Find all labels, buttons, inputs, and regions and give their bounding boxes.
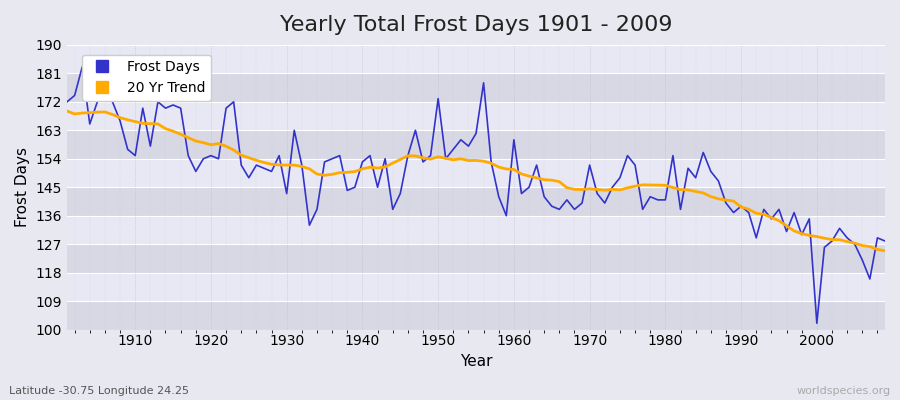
Text: worldspecies.org: worldspecies.org	[796, 386, 891, 396]
Bar	[67, 73, 885, 102]
Legend: Frost Days, 20 Yr Trend: Frost Days, 20 Yr Trend	[82, 55, 211, 101]
Y-axis label: Frost Days: Frost Days	[15, 147, 30, 227]
Bar	[67, 187, 885, 216]
Bar	[67, 130, 885, 159]
Bar	[67, 273, 885, 301]
Title: Yearly Total Frost Days 1901 - 2009: Yearly Total Frost Days 1901 - 2009	[280, 15, 672, 35]
Bar	[67, 159, 885, 187]
Text: Latitude -30.75 Longitude 24.25: Latitude -30.75 Longitude 24.25	[9, 386, 189, 396]
Bar	[67, 45, 885, 73]
Bar	[67, 216, 885, 244]
Bar	[67, 102, 885, 130]
X-axis label: Year: Year	[460, 354, 492, 369]
Bar	[67, 301, 885, 330]
Bar	[67, 244, 885, 273]
